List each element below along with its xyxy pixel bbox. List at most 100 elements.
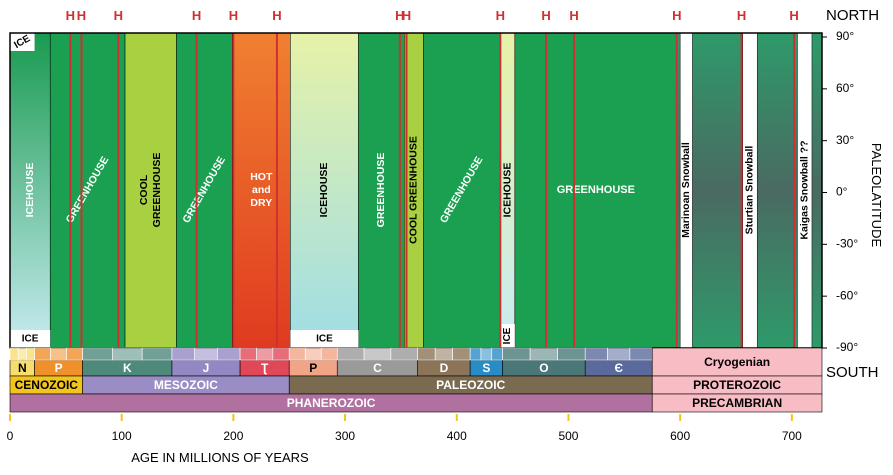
y-tick-label: 60° (836, 81, 854, 95)
epoch-cell (336, 347, 365, 361)
epoch-cell (171, 347, 195, 361)
epoch-cell (557, 347, 586, 361)
epoch-cell (239, 347, 257, 361)
epoch-cell (34, 347, 51, 361)
epoch-cell (629, 347, 653, 361)
y-tick-label: -60° (836, 288, 858, 302)
climate-band (514, 32, 678, 349)
hyperthermal-label: H (789, 8, 798, 23)
band-label: GREENHOUSE (375, 153, 387, 228)
hyperthermal-label: H (737, 8, 746, 23)
band-label: HOT (250, 171, 273, 183)
eon-label: PHANEROZOIC (287, 396, 376, 410)
era-label: MESOZOIC (154, 378, 218, 392)
band-label: COOL (138, 174, 150, 205)
x-tick-label: 400 (447, 429, 467, 443)
climate-band (176, 32, 233, 349)
climate-band (358, 32, 405, 349)
x-tick-label: 0 (7, 429, 14, 443)
epoch-cell (194, 347, 218, 361)
epoch-cell (141, 347, 173, 361)
era-label: PROTEROZOIC (693, 378, 781, 392)
climate-bands (9, 32, 813, 349)
epoch-cell (304, 347, 322, 361)
period-label: C (373, 361, 382, 375)
y-tick-label: 30° (836, 133, 854, 147)
ice-label: ICE (22, 334, 39, 345)
epoch-cell (288, 347, 306, 361)
epoch-cell (256, 347, 274, 361)
ice-cap (290, 330, 359, 348)
epoch-cell (26, 347, 35, 361)
ice-label: ICE (502, 327, 513, 344)
epoch-cell (584, 347, 608, 361)
epoch-cell (82, 347, 113, 361)
x-tick-label: 500 (558, 429, 578, 443)
hyperthermal-label: H (66, 8, 75, 23)
band-label: DRY (250, 197, 272, 209)
epoch-cell (502, 347, 531, 361)
epoch-cell (112, 347, 143, 361)
epoch-cell (66, 347, 83, 361)
band-label: Marinoan Snowball (680, 142, 692, 238)
epoch-cell (469, 347, 482, 361)
y-tick-label: 90° (836, 29, 854, 43)
period-label: N (18, 361, 27, 375)
band-label: COOL GREENHOUSE (408, 136, 420, 244)
climate-band (124, 32, 177, 349)
eon-label: PRECAMBRIAN (692, 396, 782, 410)
band-label: Sturtian Snowball (744, 146, 756, 235)
hyperthermal-label: H (402, 8, 411, 23)
hyperthermal-label: H (672, 8, 681, 23)
period-label: S (482, 361, 490, 375)
climate-band (290, 32, 359, 349)
era-label: CENOZOIC (15, 378, 79, 392)
x-tick-label: 600 (670, 429, 690, 443)
hyperthermal-label: H (77, 8, 86, 23)
hyperthermal-label: H (569, 8, 578, 23)
band-label: Kaigas Snowball ?? (798, 140, 810, 239)
epoch-cell (480, 347, 493, 361)
epoch-cell (9, 347, 19, 361)
hyperthermal-label: H (496, 8, 505, 23)
y-tick-label: 0° (836, 185, 848, 199)
x-tick-label: 300 (335, 429, 355, 443)
period-label: J (203, 361, 210, 375)
ice-cap (10, 33, 35, 51)
epoch-cell (50, 347, 67, 361)
epoch-cell (272, 347, 290, 361)
hyperthermal-label: H (272, 8, 281, 23)
hyperthermal-label: H (395, 8, 404, 23)
period-label: P (309, 361, 317, 375)
band-label: ICEHOUSE (501, 163, 513, 218)
epoch-cell (320, 347, 338, 361)
epoch-cell (217, 347, 241, 361)
south-label: SOUTH (826, 364, 879, 381)
hyperthermal-label: H (229, 8, 238, 23)
x-tick-label: 700 (782, 429, 802, 443)
band-label: ICEHOUSE (24, 163, 36, 218)
band-label: GREENHOUSE (557, 184, 635, 196)
x-tick-label: 200 (223, 429, 243, 443)
epoch-cell (363, 347, 392, 361)
ice-cap (10, 330, 51, 348)
epoch-cell (417, 347, 436, 361)
y-tick-label: -90° (836, 340, 858, 354)
epoch-cell (452, 347, 471, 361)
climate-band (423, 32, 501, 349)
period-label: O (539, 361, 548, 375)
epoch-cell (17, 347, 27, 361)
hyperthermal-label: H (114, 8, 123, 23)
period-label: Ʈ (261, 361, 269, 375)
band-label: and (252, 184, 271, 196)
epoch-cell (434, 347, 453, 361)
band-label: ICEHOUSE (318, 163, 330, 218)
epoch-cell (607, 347, 631, 361)
period-label: D (440, 361, 449, 375)
hyperthermal-label: H (541, 8, 550, 23)
epoch-cell (529, 347, 558, 361)
epoch-cell (491, 347, 503, 361)
north-label: NORTH (826, 7, 879, 24)
y-axis-title: PALEOLATITUDE (869, 143, 884, 248)
period-label: Cryogenian (704, 355, 770, 369)
